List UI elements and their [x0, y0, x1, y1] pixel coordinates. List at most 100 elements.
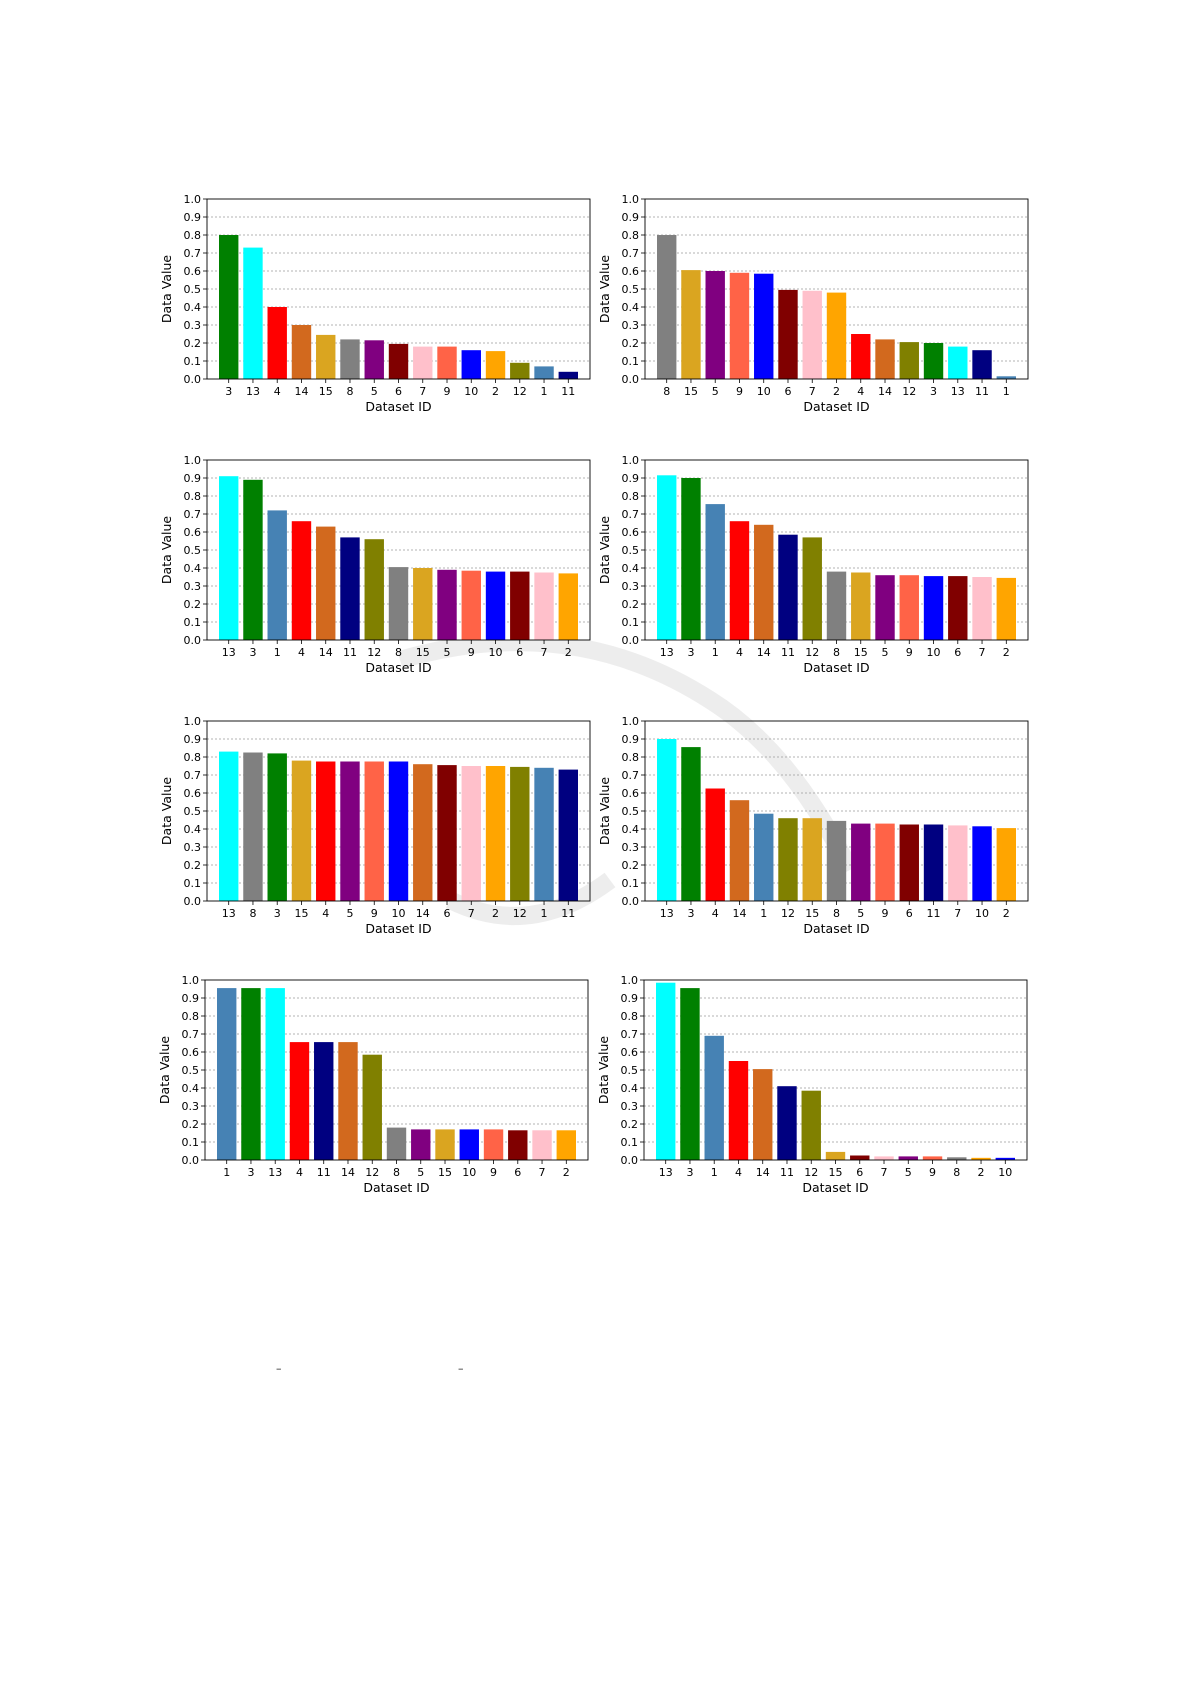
y-tick-label: 0.4	[184, 823, 202, 836]
y-tick-label: 0.7	[184, 769, 202, 782]
x-tick-label: 2	[978, 1166, 985, 1179]
x-tick-label: 11	[781, 646, 795, 659]
x-tick-label: 2	[1003, 646, 1010, 659]
y-tick-label: 0.4	[182, 1082, 200, 1095]
y-tick-label: 0.5	[621, 1064, 639, 1077]
bar-dataset-5	[898, 1156, 918, 1160]
bar-dataset-14	[754, 524, 774, 640]
chart-7: 0.00.10.20.30.40.50.60.70.80.91.01 3 13 4 11…	[157, 974, 589, 1195]
bar-dataset-1	[217, 988, 237, 1160]
bar-dataset-10	[972, 826, 992, 901]
plot-frame	[643, 979, 1028, 1161]
x-tick-label: 15	[416, 646, 430, 659]
bar-dataset-11	[314, 1042, 334, 1160]
x-tick-label: 1	[223, 1166, 230, 1179]
y-tick-label: 1.0	[622, 715, 640, 728]
bar-dataset-4	[291, 521, 312, 640]
y-axis-label: Data Value	[157, 1036, 172, 1104]
bar-dataset-12	[510, 362, 530, 379]
x-tick-label: 1	[541, 385, 548, 398]
x-tick-label: 7	[541, 646, 548, 659]
bar-dataset-14	[729, 800, 750, 901]
x-tick-label: 1	[712, 646, 719, 659]
x-tick-label: 8	[833, 646, 840, 659]
x-tick-label: 11	[317, 1166, 331, 1179]
x-tick-label: 14	[341, 1166, 355, 1179]
x-tick-label: 2	[492, 385, 499, 398]
x-tick-label: 15	[829, 1166, 843, 1179]
bar-dataset-14	[338, 1042, 358, 1160]
y-tick-label: 0.9	[621, 992, 639, 1005]
plot-frame	[206, 720, 591, 902]
bar-dataset-7	[413, 346, 433, 379]
bar-dataset-6	[948, 576, 968, 640]
x-tick-label: 9	[882, 907, 889, 920]
bar-dataset-12	[802, 537, 822, 640]
bar-dataset-1	[534, 366, 554, 379]
x-tick-label: 12	[781, 907, 795, 920]
bar-dataset-3	[219, 235, 239, 379]
bar-dataset-9	[875, 823, 895, 901]
x-axis-label: Dataset ID	[363, 1180, 429, 1195]
bar-dataset-2	[996, 828, 1016, 901]
y-tick-label: 0.2	[184, 337, 202, 350]
y-tick-label: 0.8	[622, 229, 640, 242]
x-tick-label: 12	[365, 1166, 379, 1179]
plot-frame	[644, 459, 1029, 641]
y-tick-label: 0.8	[182, 1010, 200, 1023]
bar-dataset-2	[996, 577, 1016, 640]
y-tick-label: 0.2	[184, 598, 202, 611]
y-tick-label: 0.1	[622, 877, 640, 890]
bar-dataset-13	[219, 476, 239, 640]
y-axis-label: Data Value	[159, 777, 174, 845]
y-tick-label: 0.9	[622, 472, 640, 485]
y-tick-label: 0.8	[622, 490, 640, 503]
x-tick-label: 6	[906, 907, 913, 920]
x-tick-label: 6	[514, 1166, 521, 1179]
bar-dataset-12	[364, 539, 384, 640]
x-tick-label: 2	[1003, 907, 1010, 920]
y-tick-label: 0.1	[184, 616, 202, 629]
x-tick-label: 2	[833, 385, 840, 398]
x-tick-label: 10	[975, 907, 989, 920]
y-tick-label: 0.7	[622, 508, 640, 521]
bar-dataset-9	[922, 1156, 943, 1160]
y-tick-label: 0.3	[184, 580, 202, 593]
y-tick-label: 0.7	[184, 247, 202, 260]
y-tick-label: 0.9	[622, 733, 640, 746]
x-tick-label: 5	[905, 1166, 912, 1179]
y-tick-label: 0.6	[622, 265, 640, 278]
x-tick-label: 15	[684, 385, 698, 398]
y-axis-label: Data Value	[597, 777, 612, 845]
y-tick-label: 1.0	[621, 974, 639, 987]
bar-dataset-11	[778, 534, 798, 640]
bar-dataset-13	[657, 475, 677, 640]
bar-dataset-9	[437, 346, 457, 379]
bar-dataset-12	[801, 1090, 821, 1160]
plot-frame	[206, 198, 591, 380]
x-tick-label: 8	[393, 1166, 400, 1179]
x-tick-label: 11	[927, 907, 941, 920]
x-axis-label: Dataset ID	[803, 399, 869, 414]
bar-dataset-7	[534, 572, 554, 640]
bar-dataset-14	[413, 764, 433, 901]
chart-5: 0.00.10.20.30.40.50.60.70.80.91.013 8 3 15 4…	[159, 715, 591, 936]
x-tick-label: 14	[294, 385, 308, 398]
y-tick-label: 0.2	[622, 337, 640, 350]
bar-dataset-15	[681, 270, 701, 379]
bar-dataset-10	[754, 273, 774, 379]
y-tick-label: 0.0	[622, 373, 640, 386]
y-tick-label: 0.7	[621, 1028, 639, 1041]
x-tick-label: 8	[833, 907, 840, 920]
bar-dataset-6	[510, 571, 530, 640]
y-tick-label: 0.9	[184, 472, 202, 485]
x-tick-label: 13	[660, 646, 674, 659]
bar-dataset-10	[461, 350, 481, 379]
y-tick-label: 1.0	[184, 454, 202, 467]
y-tick-label: 0.4	[184, 301, 202, 314]
bar-dataset-14	[291, 325, 312, 379]
x-tick-label: 8	[249, 907, 256, 920]
y-tick-label: 0.5	[184, 283, 202, 296]
bar-dataset-9	[461, 570, 481, 640]
x-tick-label: 5	[857, 907, 864, 920]
